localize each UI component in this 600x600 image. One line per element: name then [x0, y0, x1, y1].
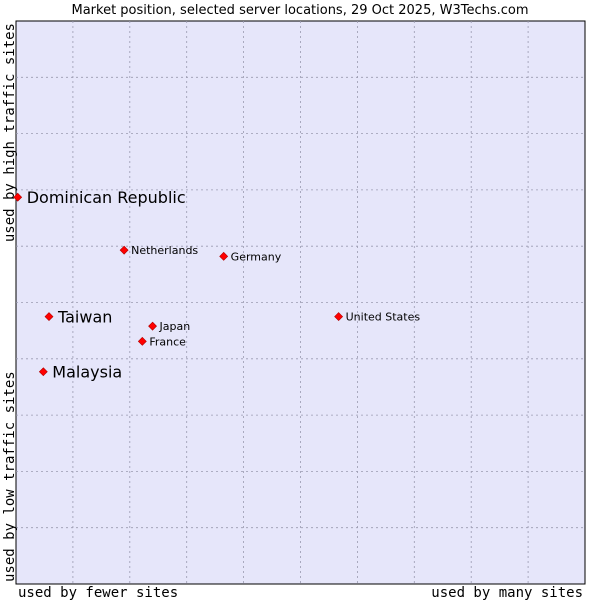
- x-axis-label-left: used by fewer sites: [18, 585, 178, 600]
- point-label: Malaysia: [52, 363, 122, 382]
- point-marker: [219, 251, 229, 261]
- point-marker: [137, 336, 147, 346]
- point-label: Taiwan: [57, 308, 112, 327]
- data-points: Dominican Republic Netherlands Germany Taiw…: [13, 188, 421, 382]
- data-point: Germany: [219, 250, 282, 263]
- grid-lines: [16, 21, 585, 584]
- point-label: Dominican Republic: [27, 188, 186, 207]
- point-marker: [44, 312, 54, 321]
- x-axis-label-right: used by many sites: [431, 585, 583, 600]
- chart-title: Market position, selected server locatio…: [71, 3, 528, 18]
- data-point: Taiwan: [44, 308, 112, 327]
- data-point: France: [137, 335, 186, 348]
- point-marker: [38, 367, 48, 377]
- data-point: Dominican Republic: [13, 188, 186, 207]
- point-label: Netherlands: [131, 244, 198, 257]
- point-marker: [148, 321, 157, 331]
- point-label: Germany: [231, 250, 282, 263]
- point-marker: [334, 312, 344, 321]
- point-label: Japan: [159, 320, 191, 333]
- y-axis-label-top: used by high traffic sites: [2, 23, 18, 242]
- data-point: Netherlands: [119, 244, 198, 257]
- data-point: Japan: [148, 320, 191, 333]
- point-label: France: [149, 335, 186, 348]
- point-marker: [13, 192, 23, 202]
- point-label: United States: [346, 311, 421, 324]
- data-point: Malaysia: [38, 363, 122, 382]
- point-marker: [119, 245, 129, 255]
- y-axis-label-bottom: used by low traffic sites: [2, 371, 18, 582]
- data-point: United States: [334, 311, 421, 324]
